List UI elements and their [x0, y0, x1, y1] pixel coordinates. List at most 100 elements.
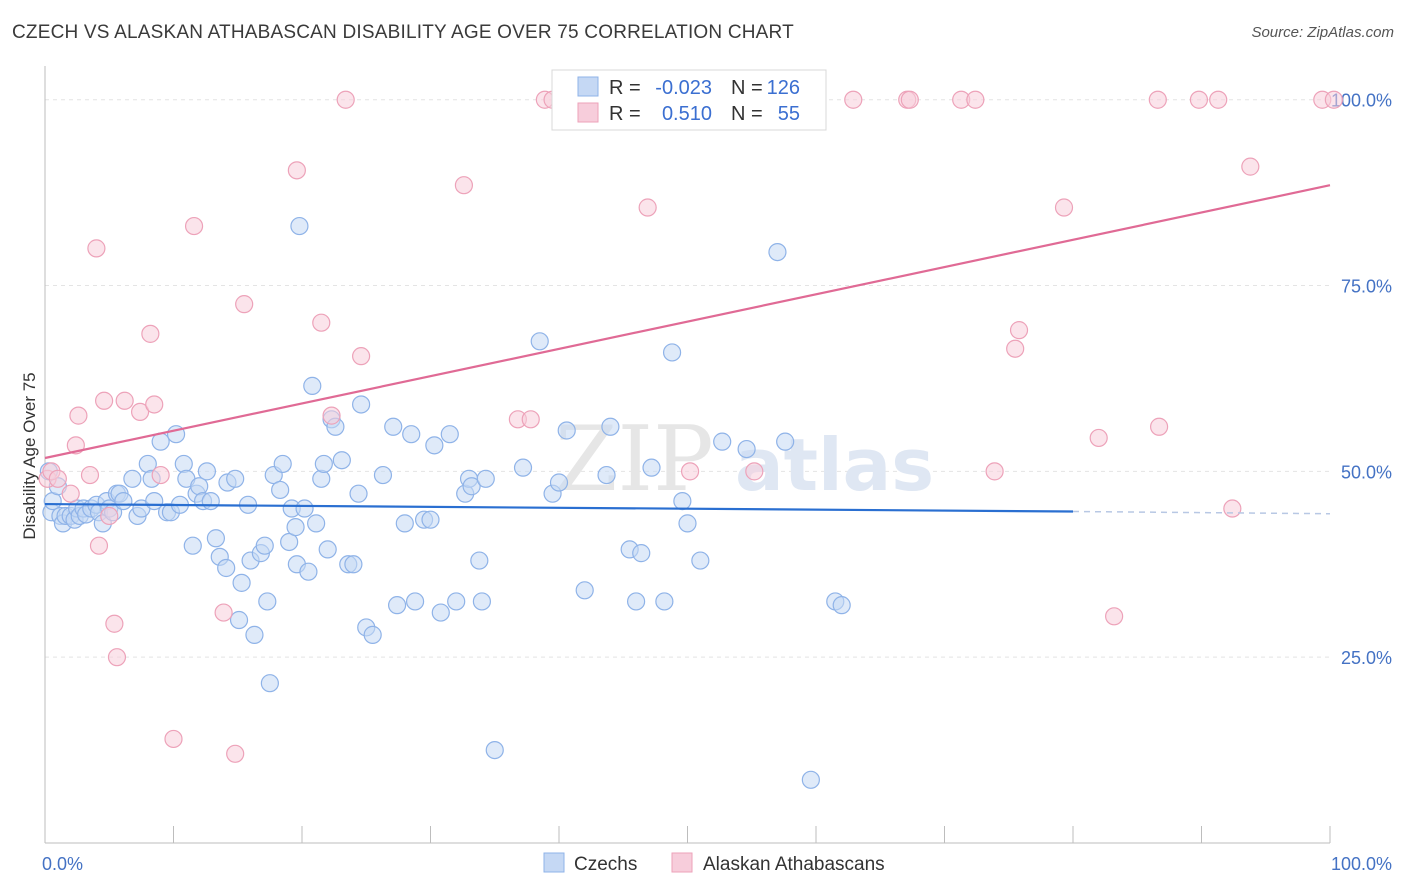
- czechs-point: [255, 536, 274, 555]
- legend-r-label-1: R =: [609, 77, 641, 99]
- athabascans-point: [141, 324, 160, 343]
- czechs-point: [312, 469, 331, 488]
- axes: [44, 66, 1331, 844]
- series-legend: Czechs Alaskan Athabascans: [543, 852, 885, 875]
- athabascans-point: [322, 406, 341, 425]
- czechs-point: [352, 395, 371, 414]
- czechs-point: [405, 592, 425, 611]
- athabascans-point: [1149, 417, 1169, 436]
- czechs-point: [114, 491, 133, 511]
- x-tick-label-max: 100.0%: [1331, 854, 1392, 874]
- czechs-point: [601, 417, 620, 436]
- czechs-point: [363, 625, 382, 644]
- legend-swatch-athabascans: [577, 102, 599, 123]
- athabascans-point: [226, 744, 245, 763]
- athabascans-point: [87, 239, 106, 258]
- legend-n-label-2: N =: [731, 103, 763, 125]
- czechs-point: [776, 432, 795, 451]
- athabascans-point: [80, 465, 100, 485]
- athabascans-point: [1209, 90, 1228, 109]
- czechs-point: [575, 581, 594, 600]
- czechs-point: [513, 458, 533, 477]
- czechs-point: [271, 480, 290, 500]
- czechs-point: [421, 510, 440, 529]
- czechs-point: [832, 596, 851, 615]
- athabascans-point: [100, 506, 119, 526]
- trend-lines: [44, 184, 1331, 515]
- legend-r-value-2: 0.510: [662, 103, 712, 125]
- czechs-point: [673, 491, 692, 511]
- athabascans-point: [61, 484, 80, 503]
- athabascans-point: [1105, 607, 1124, 626]
- czechs-point: [447, 592, 466, 611]
- athabascans-point: [95, 391, 114, 410]
- czechs-point: [290, 216, 309, 236]
- athabascans-point: [1324, 90, 1343, 109]
- czechs-trend-extension: [1072, 510, 1331, 515]
- athabascans-point: [1241, 157, 1260, 176]
- athabascans-point: [287, 161, 306, 180]
- czechs-point: [349, 484, 368, 503]
- czechs-point: [123, 469, 142, 488]
- athabascans-point: [336, 90, 355, 109]
- athabascans-point: [235, 295, 254, 314]
- athabascans-point: [1223, 499, 1242, 518]
- czechs-point: [344, 555, 363, 574]
- czechs-point: [425, 436, 444, 455]
- athabascans-point: [900, 90, 919, 109]
- athabascans-point: [115, 391, 134, 410]
- czechs-point: [232, 573, 251, 592]
- legend-n-value-1: 126: [767, 77, 800, 99]
- czechs-point: [472, 592, 491, 611]
- czechs-point: [314, 454, 333, 474]
- czechs-point: [217, 558, 236, 578]
- athabascans-point: [214, 603, 233, 622]
- athabascans-point: [1089, 428, 1108, 448]
- czechs-point: [678, 514, 697, 533]
- series-legend-swatch-czechs: [543, 852, 565, 873]
- legend-n-value-2: 55: [778, 103, 800, 125]
- watermark-atlas: atlas: [735, 423, 934, 507]
- legend-swatch-czechs: [577, 76, 599, 97]
- czechs-point: [470, 551, 489, 570]
- athabascans-point: [985, 462, 1004, 481]
- czechs-point: [402, 425, 421, 444]
- athabascans-point: [312, 313, 331, 332]
- czechs-point: [395, 514, 414, 533]
- athabascans-point: [89, 536, 109, 555]
- czechs-point: [549, 473, 569, 492]
- chart-title: CZECH VS ALASKAN ATHABASCAN DISABILITY A…: [12, 22, 794, 43]
- czechs-point: [183, 536, 202, 555]
- czechs-point: [768, 243, 787, 262]
- czechs-point: [206, 529, 226, 548]
- czechs-point: [642, 458, 661, 477]
- czechs-point: [295, 499, 314, 518]
- y-tick-label: 25.0%: [1341, 648, 1392, 668]
- athabascans-point: [48, 469, 67, 488]
- athabascans-point: [352, 347, 371, 366]
- legend-r-label-2: R =: [609, 103, 641, 125]
- athabascans-point: [1006, 339, 1025, 358]
- czechs-point: [462, 477, 481, 496]
- czechs-point: [318, 540, 337, 559]
- athabascans-point: [164, 729, 183, 749]
- athabascans-point: [130, 402, 150, 422]
- czechs-point: [737, 439, 756, 459]
- y-tick-label: 50.0%: [1341, 462, 1392, 482]
- czechs-point: [597, 465, 616, 485]
- czechs-point: [258, 592, 277, 611]
- athabascans-point: [107, 648, 127, 667]
- czechs-point: [174, 454, 193, 474]
- athabascans-point: [105, 614, 124, 633]
- czechs-point: [299, 562, 318, 581]
- athabascans-point: [966, 90, 985, 109]
- athabascans-point: [680, 462, 700, 481]
- czechs-point: [626, 592, 646, 611]
- czechs-point: [801, 770, 820, 789]
- czechs-point: [286, 518, 305, 537]
- czechs-point: [713, 432, 732, 451]
- watermark: ZIP atlas: [555, 407, 934, 512]
- czechs-point: [431, 603, 450, 622]
- y-axis-title: Disability Age Over 75: [20, 372, 39, 539]
- czechs-point: [557, 421, 576, 440]
